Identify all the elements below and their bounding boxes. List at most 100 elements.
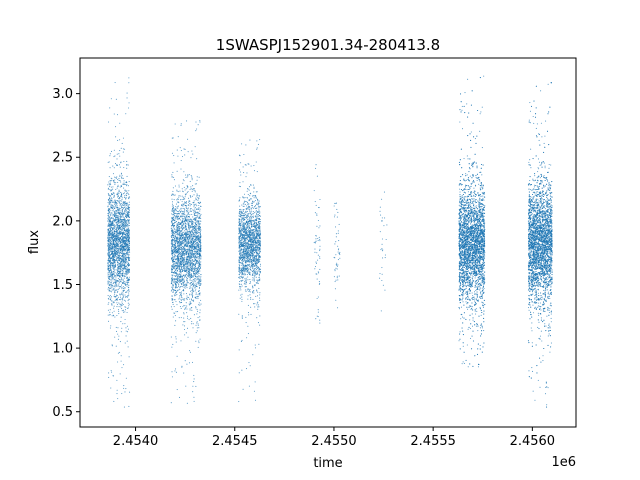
data-point [171, 174, 173, 176]
data-point [121, 262, 123, 264]
data-point [123, 254, 125, 256]
data-point [190, 243, 192, 245]
data-point [184, 148, 186, 150]
data-point [192, 391, 194, 393]
data-point [188, 230, 190, 232]
data-point [127, 259, 129, 261]
data-point [123, 268, 125, 270]
data-point [193, 314, 195, 316]
data-point [113, 268, 115, 270]
data-point [107, 303, 109, 305]
data-point [171, 280, 173, 282]
data-point [199, 234, 201, 237]
data-point [181, 213, 183, 215]
data-point [108, 239, 110, 241]
data-point [187, 174, 189, 176]
data-point [120, 237, 122, 239]
data-point [116, 234, 118, 236]
data-point [122, 183, 124, 185]
data-point [116, 306, 118, 308]
data-point [185, 302, 187, 304]
data-point [111, 345, 113, 347]
data-point [109, 239, 111, 241]
data-point [112, 278, 114, 280]
data-point [115, 238, 118, 240]
data-point [115, 217, 117, 219]
data-point [195, 282, 197, 284]
data-point [182, 248, 184, 250]
data-point [112, 207, 114, 209]
data-point [125, 388, 127, 390]
data-point [189, 203, 191, 205]
data-point [199, 228, 201, 230]
data-point [195, 221, 197, 223]
data-point [180, 301, 182, 303]
data-point [108, 231, 110, 233]
data-point [114, 211, 116, 213]
data-point [173, 272, 175, 274]
data-point [184, 305, 186, 307]
data-point [121, 175, 123, 177]
data-point [180, 285, 182, 288]
data-point [198, 304, 200, 306]
data-point [199, 210, 201, 212]
data-point [172, 207, 174, 210]
data-point [116, 264, 118, 266]
data-point [197, 124, 199, 126]
data-point [121, 225, 123, 227]
data-point [193, 204, 195, 206]
data-point [115, 285, 117, 287]
data-point [116, 164, 119, 166]
data-point [127, 216, 129, 218]
data-point [128, 214, 130, 216]
data-point [107, 218, 109, 221]
data-point [125, 377, 127, 379]
data-point [109, 186, 111, 188]
data-point [191, 190, 193, 192]
data-point [122, 227, 124, 230]
data-point [191, 259, 193, 261]
data-point [182, 275, 185, 277]
data-point [119, 249, 121, 251]
data-point [174, 218, 176, 220]
data-point [107, 320, 110, 322]
data-point [189, 246, 192, 248]
data-point [119, 251, 122, 253]
data-point [117, 234, 119, 236]
data-point [172, 211, 175, 213]
data-point [198, 302, 200, 304]
data-point [188, 263, 190, 265]
data-point [174, 185, 177, 187]
data-point [117, 289, 119, 291]
data-point [122, 225, 124, 227]
data-point [186, 269, 188, 271]
data-point [128, 229, 130, 231]
data-point [115, 277, 117, 279]
data-point [110, 291, 113, 293]
data-point [116, 176, 118, 178]
data-point [189, 282, 191, 284]
data-point [182, 306, 184, 308]
data-point [126, 246, 128, 248]
data-point [120, 303, 122, 305]
data-point [179, 251, 181, 253]
data-point [125, 198, 127, 200]
data-point [124, 253, 126, 255]
data-point [121, 327, 123, 329]
data-point [189, 267, 192, 269]
data-point [107, 233, 110, 235]
data-point [118, 153, 120, 155]
data-point [111, 180, 113, 182]
data-point [120, 173, 123, 175]
data-point [119, 257, 121, 259]
data-point [183, 197, 185, 199]
data-point [199, 255, 201, 257]
data-point [119, 240, 121, 242]
data-point [172, 291, 174, 293]
data-point [193, 200, 195, 202]
data-point [124, 201, 126, 203]
data-point [121, 229, 123, 231]
data-point [122, 254, 124, 256]
data-point [174, 268, 176, 270]
data-point [128, 241, 130, 243]
